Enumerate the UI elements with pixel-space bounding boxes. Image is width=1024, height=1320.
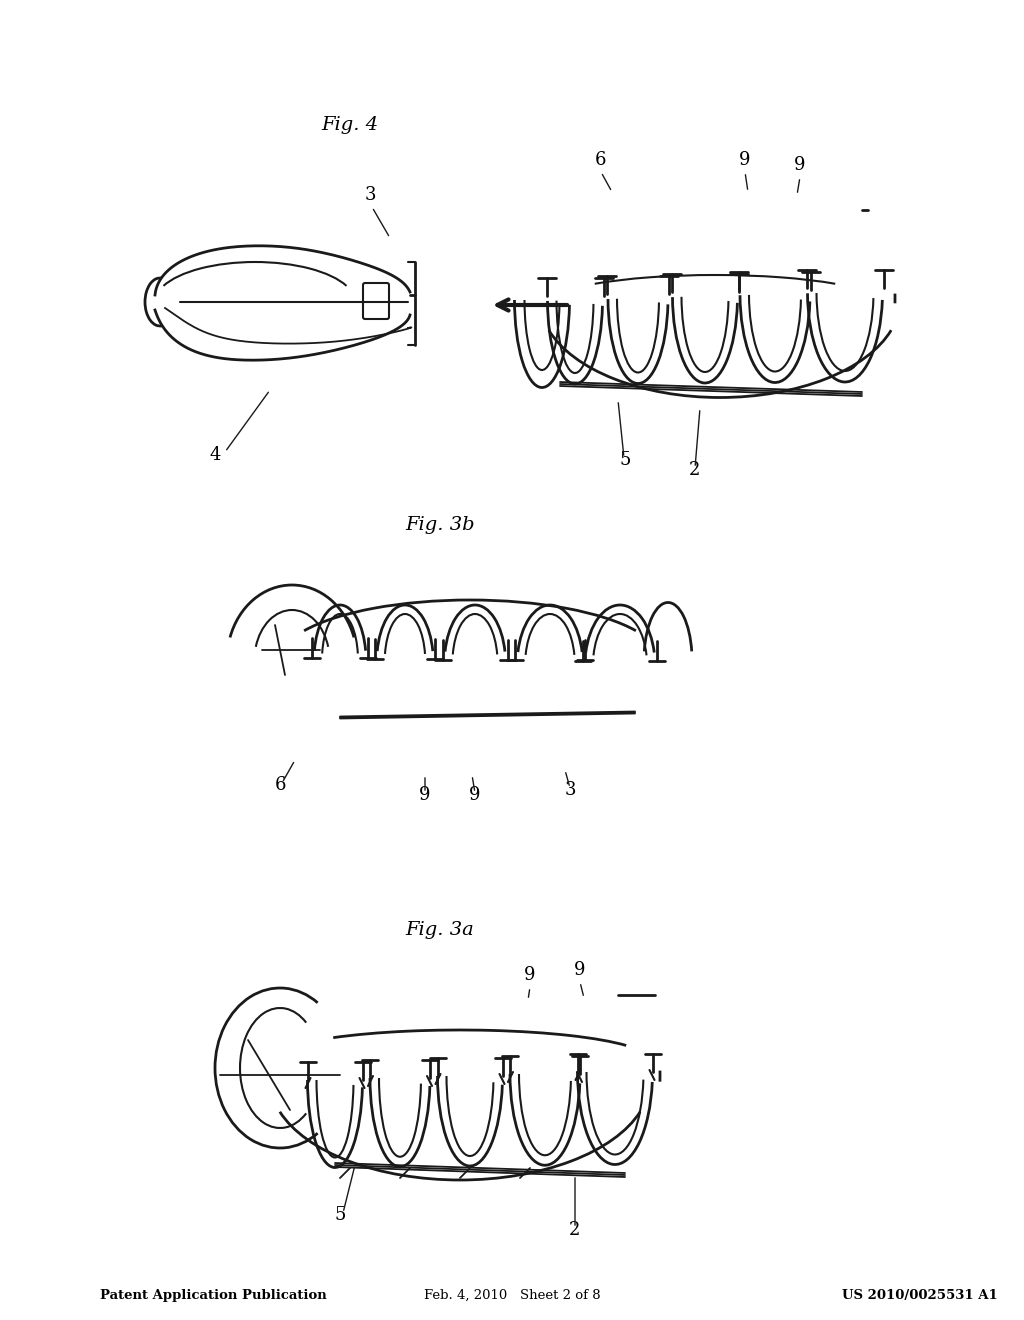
Text: 4: 4: [209, 446, 221, 465]
Text: 3: 3: [564, 781, 575, 799]
Text: 9: 9: [795, 156, 806, 174]
Text: Fig. 3b: Fig. 3b: [406, 516, 475, 535]
Text: Patent Application Publication: Patent Application Publication: [100, 1288, 327, 1302]
Text: Feb. 4, 2010   Sheet 2 of 8: Feb. 4, 2010 Sheet 2 of 8: [424, 1288, 600, 1302]
Text: 6: 6: [594, 150, 606, 169]
Text: 6: 6: [274, 776, 286, 795]
Text: 9: 9: [739, 150, 751, 169]
Text: 9: 9: [419, 785, 431, 804]
Text: 3: 3: [365, 186, 376, 205]
Text: 9: 9: [469, 785, 480, 804]
Text: 5: 5: [334, 1206, 346, 1224]
Text: US 2010/0025531 A1: US 2010/0025531 A1: [842, 1288, 997, 1302]
Text: 9: 9: [524, 966, 536, 983]
Text: 2: 2: [569, 1221, 581, 1239]
Text: Fig. 4: Fig. 4: [322, 116, 379, 135]
Text: Fig. 3a: Fig. 3a: [406, 921, 474, 939]
Text: 5: 5: [620, 451, 631, 469]
Text: 2: 2: [689, 461, 700, 479]
Text: 9: 9: [574, 961, 586, 979]
